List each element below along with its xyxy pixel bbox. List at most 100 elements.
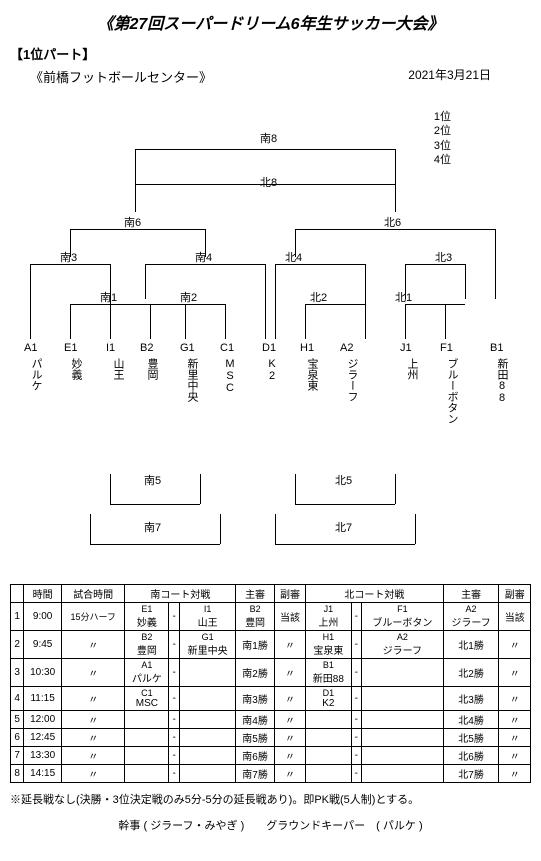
table-cell: - [351,711,361,729]
team-code-a1: A1 [24,342,37,354]
table-cell [125,747,169,765]
node-n2: 北2 [310,289,327,305]
table-cell: 南7勝 [236,765,274,783]
hdr-north-match: 北コート対戦 [306,585,444,603]
table-cell: 〃 [499,687,531,711]
table-cell [179,659,236,687]
footer-label3: ) [419,820,423,832]
table-row: 612:45〃-南5勝〃-北5勝〃 [11,729,531,747]
table-cell [179,687,236,711]
team-name-a2: ジラーフ [344,358,360,402]
table-cell: 〃 [274,729,305,747]
team-code-b2: B2 [140,342,153,354]
node-s5: 南5 [144,472,161,488]
note: ※延長戦なし(決勝・3位決定戦のみ5分-5分の延長戦あり)。即PK戦(5人制)と… [10,791,531,807]
table-cell: 北6勝 [443,747,499,765]
node-s7: 南7 [144,519,161,535]
footer-val2: パルケ [383,820,416,832]
hdr-north-ar: 副審 [499,585,531,603]
table-cell: 11:15 [24,687,62,711]
table-cell: 4 [11,687,24,711]
table-cell: - [169,729,179,747]
table-cell: 〃 [499,631,531,659]
team-code-e1: E1 [64,342,77,354]
table-cell: 南5勝 [236,729,274,747]
table-cell: 北4勝 [443,711,499,729]
node-mid: 北8 [260,174,277,190]
table-cell: 〃 [61,729,124,747]
team-name-b2: 豊岡 [144,358,160,380]
node-s6: 南6 [124,214,141,230]
table-cell: J1上州 [306,603,351,631]
table-cell: 〃 [274,659,305,687]
table-cell: - [351,603,361,631]
table-cell: 〃 [61,747,124,765]
table-cell: 当該 [274,603,305,631]
team-code-f1: F1 [440,342,453,354]
table-cell: E1妙義 [125,603,169,631]
team-code-a2: A2 [340,342,353,354]
table-cell [362,711,444,729]
footer-val1: ジラーフ・みやぎ [150,820,237,832]
table-cell: 5 [11,711,24,729]
node-n6: 北6 [384,214,401,230]
team-name-a1: パルケ [28,358,44,391]
table-cell: 9:00 [24,603,62,631]
team-name-e1: 妙義 [68,358,84,380]
table-cell: 8 [11,765,24,783]
table-cell: G1新里中央 [179,631,236,659]
team-code-j1: J1 [400,342,412,354]
table-cell: 10:30 [24,659,62,687]
table-cell: 9:45 [24,631,62,659]
table-cell [362,687,444,711]
table-cell: 〃 [274,687,305,711]
table-cell: B1新田88 [306,659,351,687]
hdr-south-ref: 主審 [236,585,274,603]
table-cell [362,729,444,747]
table-cell [179,747,236,765]
team-code-d1: D1 [262,342,276,354]
table-cell: 〃 [61,711,124,729]
team-code-b1: B1 [490,342,503,354]
table-cell [179,711,236,729]
table-cell: 〃 [499,729,531,747]
table-cell: - [169,659,179,687]
table-cell: 北5勝 [443,729,499,747]
table-cell: 北3勝 [443,687,499,711]
table-cell [306,729,351,747]
table-cell: 当該 [499,603,531,631]
hdr-time: 時間 [24,585,62,603]
table-cell: 15分ハーフ [61,603,124,631]
team-code-h1: H1 [300,342,314,354]
table-cell: - [351,659,361,687]
table-cell: 13:30 [24,747,62,765]
hdr-south-ar: 副審 [274,585,305,603]
node-n4: 北4 [285,249,302,265]
hdr-north-ref: 主審 [443,585,499,603]
table-cell: - [169,711,179,729]
table-cell [125,765,169,783]
table-cell [306,711,351,729]
table-cell [362,747,444,765]
table-cell [179,765,236,783]
node-s1: 南1 [100,289,117,305]
table-cell [125,729,169,747]
table-row: 310:30〃A1パルケ-南2勝〃B1新田88-北2勝〃 [11,659,531,687]
table-row: 19:0015分ハーフE1妙義-I1山王B2豊岡当該J1上州-F1ブルーボタンA… [11,603,531,631]
table-cell: 北7勝 [443,765,499,783]
table-cell: 南6勝 [236,747,274,765]
page-title: 《第27回スーパードリーム6年生サッカー大会》 [10,10,531,34]
table-cell: 12:00 [24,711,62,729]
node-top: 南8 [260,130,277,146]
table-cell: - [169,603,179,631]
table-cell: 1 [11,603,24,631]
table-cell: - [351,765,361,783]
table-header-row: 時間 試合時間 南コート対戦 主審 副審 北コート対戦 主審 副審 [11,585,531,603]
table-cell: - [351,729,361,747]
table-cell: 〃 [274,631,305,659]
table-cell: 6 [11,729,24,747]
table-cell: D1K2 [306,687,351,711]
node-n7: 北7 [335,519,352,535]
table-cell: - [169,765,179,783]
table-cell [306,765,351,783]
